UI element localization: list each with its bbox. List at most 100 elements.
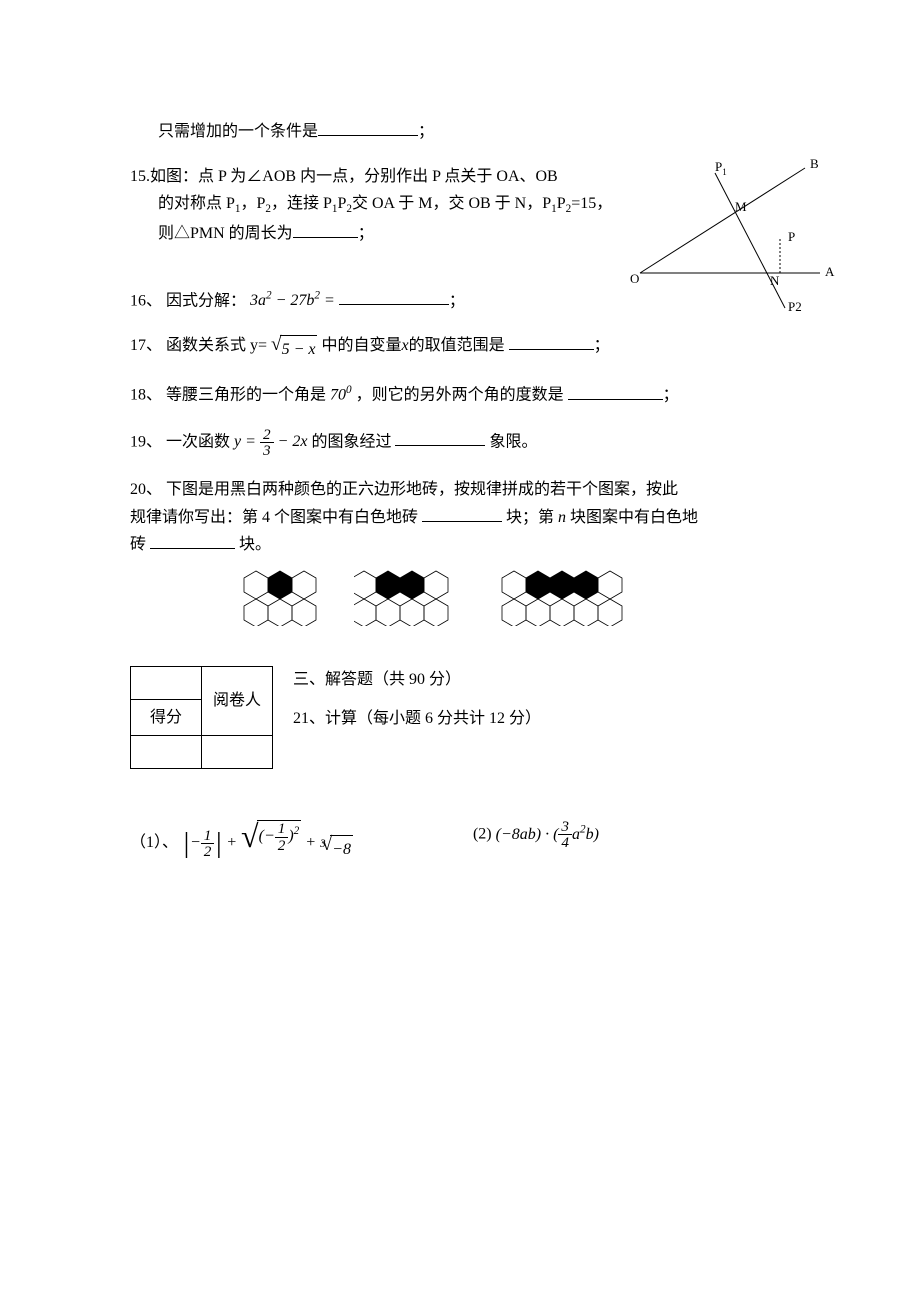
q16-blank [339,288,449,305]
q14-semi: ； [418,123,434,140]
q16-num: 16、 [130,292,162,309]
calc2-fd: 4 [558,835,572,850]
section-3: 阅卷人 得分 三、解答题（共 90 分） 21、计算（每小题 6 分共计 12 … [130,666,800,769]
score-grader: 阅卷人 [202,666,273,735]
q18-deg: 70 [330,387,346,404]
q17-rad: 5 − x [280,335,318,363]
calc1-expr: |−12| + √(−12)2 + 3√−8 [182,834,353,851]
calc2-fn: 3 [558,819,572,835]
label-p1: P1 [715,159,727,177]
calc1-cbrt: 3√−8 [320,835,353,863]
q20-hexrow [240,566,800,626]
q17: 17、 函数关系式 y= √5 − x 中的自变量x的取值范围是 ； [130,332,800,363]
q19-frac: 23 [260,427,274,458]
calc1-plus2: + [305,834,320,851]
q19-b: 的图象经过 [311,433,391,450]
q16-semi: ； [449,292,465,309]
calc1-f1n: 1 [201,828,215,844]
q18-num: 18、 [130,387,162,404]
q14-blank [318,119,418,136]
calc2-frac: 34 [558,819,572,850]
hex-pattern-2 [354,566,464,626]
calc2-a: a [572,826,580,843]
q17-blank [509,333,594,350]
q19-fn: 2 [260,427,274,443]
q15-l2c: ，连接 P [271,195,332,212]
calc1-num: （1）、 [130,834,178,851]
hex-pattern-1 [240,566,320,626]
q17-semi: ； [594,337,610,354]
q16-eq: = [320,292,335,309]
q20: 20、 下图是用黑白两种颜色的正六边形地砖，按规律拼成的若干个图案，按此 规律请… [130,476,800,626]
q20-e: 砖 [130,536,146,553]
q20-c: 块；第 [506,509,554,526]
calc1-f1d: 2 [201,844,215,859]
q17-b: 中的自变量 [321,337,401,354]
q16-expr: 3a2 − 27b2 = [250,292,335,309]
q20-num: 20、 [130,481,162,498]
label-o: O [630,271,639,286]
q17-x: x [402,337,409,354]
calc-1: （1）、 |−12| + √(−12)2 + 3√−8 [130,819,353,868]
calc1-f2n: 1 [275,821,289,837]
label-b: B [810,156,819,171]
q18-b: ，则它的另外两个角的度数是 [356,387,564,404]
q19-blank [395,429,485,446]
q16-3: 3 [250,292,258,309]
label-m: M [735,199,747,214]
calc1-f2d: 2 [275,838,289,853]
q20-d: 块图案中有白色地 [570,509,698,526]
q17-a: 函数关系式 y= [166,337,267,354]
calc1-sqrt-body: (−12)2 [257,820,302,852]
label-p: P [788,229,795,244]
score-c1 [131,736,202,769]
q17-sqrt: √5 − x [271,335,317,363]
q15-l2a: 的对称点 P [158,195,235,212]
calc-row: （1）、 |−12| + √(−12)2 + 3√−8 (2) (−8ab) ·… [130,819,800,868]
calc1-cbrt-body: −8 [330,835,353,863]
calc2-expr: (−8ab) · (34a2b) [496,826,599,843]
score-c2 [202,736,273,769]
q18-a: 等腰三角形的一个角是 [166,387,326,404]
q15-wrapper: P1 B M P O N A P2 15.如图：点 P 为∠AOB 内一点，分别… [130,163,800,247]
q20-f: 块。 [239,536,271,553]
q16-a2: a [258,292,266,309]
q18: 18、 等腰三角形的一个角是 700 ，则它的另外两个角的度数是 ； [130,381,800,409]
q19-x: x [300,433,307,450]
q20-b: 规律请你写出：第 4 个图案中有白色地砖 [130,509,418,526]
q19-eq: = [241,433,260,450]
q20-blank1 [422,505,502,522]
calc2-close: ) [594,826,599,843]
q15-l3: 则△PMN 的周长为 [158,225,293,242]
calc1-plus: + [226,834,241,851]
q20-n: n [558,509,566,526]
q14-text: 只需增加的一个条件是 [158,123,318,140]
q15-figure: P1 B M P O N A P2 [620,153,840,313]
calc2-pre: (−8 [496,826,520,843]
q16-m: − 27 [272,292,307,309]
label-n: N [770,273,780,288]
label-a: A [825,264,835,279]
section3-text: 三、解答题（共 90 分） 21、计算（每小题 6 分共计 12 分） [293,666,800,732]
q15-l1: 如图：点 P 为∠AOB 内一点，分别作出 P 点关于 OA、OB [150,168,558,185]
score-table: 阅卷人 得分 [130,666,273,769]
q15-l2b: ，P [241,195,266,212]
calc1-f2: 12 [275,821,289,852]
label-p2: P2 [788,299,802,313]
sec3-title: 三、解答题（共 90 分） [293,666,800,693]
q17-c: 的取值范围是 [409,337,505,354]
abs-r: | [214,827,222,859]
q15-num: 15. [130,168,150,185]
q15-l2g: =15， [571,195,612,212]
q19-num: 19、 [130,433,162,450]
calc2-num: (2) [473,826,496,843]
q14-tail: 只需增加的一个条件是 ； [130,118,800,145]
q21-title: 21、计算（每小题 6 分共计 12 分） [293,705,800,732]
q20-blank2 [150,532,235,549]
q15-l2e: 交 OA 于 M，交 OB 于 N，P [352,195,551,212]
q19-a: 一次函数 [166,433,230,450]
abs-l: | [182,827,190,859]
q19: 19、 一次函数 y = 23 − 2x 的图象经过 象限。 [130,427,800,458]
q19-fd: 3 [260,443,274,458]
calc1-sq: 2 [294,825,300,837]
